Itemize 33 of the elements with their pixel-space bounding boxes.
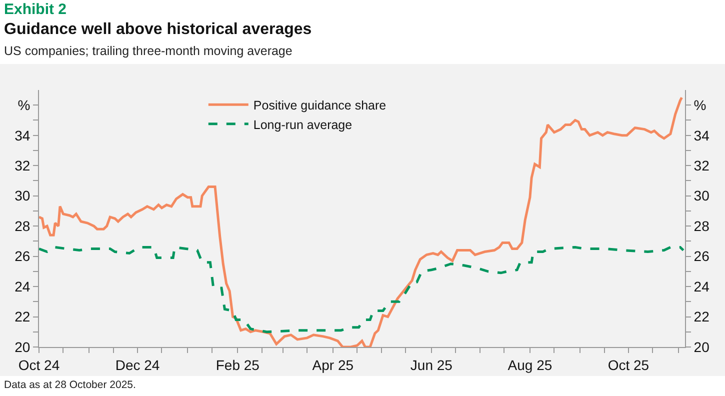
y2-tick-label: 20 (694, 338, 710, 355)
chart-title: Guidance well above historical averages (4, 20, 312, 40)
y2-tick-label: 26 (694, 248, 710, 264)
y2-tick-label: 32 (694, 157, 710, 174)
y-tick-label: 28 (14, 218, 30, 234)
y2-tick-label: 22 (694, 308, 710, 325)
y2-tick-label: 24 (694, 278, 710, 294)
y-tick-label: 22 (14, 308, 30, 325)
y-tick-label: 20 (14, 338, 30, 355)
y-tick-label: 30 (14, 188, 30, 204)
x-tick-label: Oct 25 (608, 356, 650, 373)
x-tick-label: Feb 25 (216, 356, 260, 373)
text: Data as at 28 October 2025. (4, 379, 136, 391)
x-tick-label: Oct 24 (18, 356, 60, 373)
y2-tick-label: 28 (694, 218, 710, 234)
y-tick-label: 32 (14, 157, 30, 174)
y2-tick-label: % (694, 97, 706, 114)
y-tick-label: % (18, 97, 30, 114)
line-series (39, 246, 685, 334)
y-tick-label: 34 (14, 127, 30, 144)
y-tick-label: 26 (14, 248, 30, 264)
x-tick-label: Aug 25 (508, 356, 552, 373)
legend-label: Positive guidance share (253, 98, 386, 112)
x-tick-label: Jun 25 (410, 356, 453, 373)
legend-label: Long-run average (253, 118, 352, 132)
x-tick-label: Apr 25 (312, 356, 354, 373)
y-tick-label: 24 (14, 278, 30, 294)
text: Exhibit 2 (4, 0, 68, 19)
chart-subtitle: US companies; trailing three-month moving average (4, 43, 294, 60)
y2-tick-label: 30 (694, 188, 710, 204)
x-tick-label: Dec 24 (115, 356, 160, 373)
y2-tick-label: 34 (694, 127, 710, 144)
line-series (39, 96, 684, 347)
